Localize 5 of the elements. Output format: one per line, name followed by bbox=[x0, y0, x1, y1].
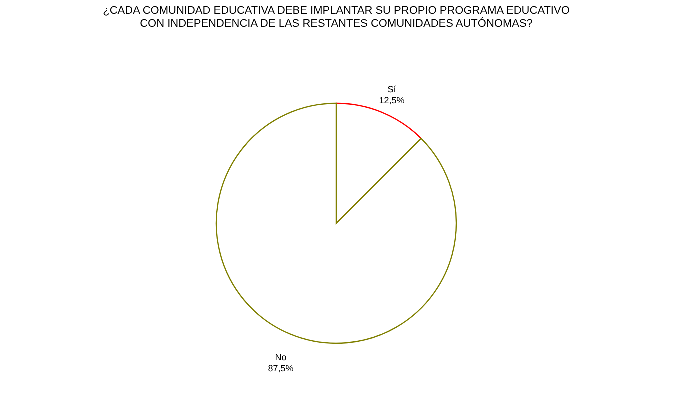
slice-label: Sí bbox=[388, 84, 397, 95]
slice-label: No bbox=[275, 352, 287, 362]
chart-title: ¿CADA COMUNIDAD EDUCATIVA DEBE IMPLANTAR SU PROPIO PROGRAMA EDUCATIVO CON INDEPENDENCIA DE LAS RESTANTES COMUNIDADES AUTÓNOMAS? bbox=[103, 5, 570, 30]
data-label: 87,5% bbox=[268, 363, 294, 374]
data-label: 12,5% bbox=[379, 96, 405, 106]
